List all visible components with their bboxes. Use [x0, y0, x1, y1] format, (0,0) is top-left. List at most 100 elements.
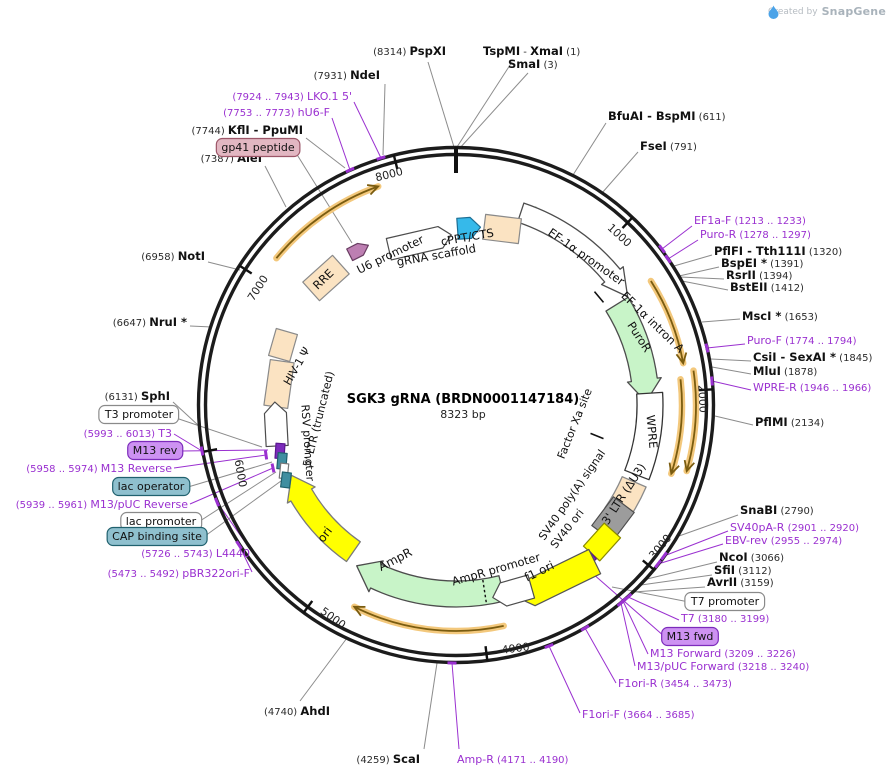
snabi-label[interactable]: SnaBI (2790) [740, 503, 814, 517]
feature-sv40-ori[interactable] [582, 522, 622, 562]
callout-pspxi[interactable]: (8314) PspXI [373, 44, 446, 58]
callout-pflfi-tth111i[interactable]: PflFI - Tth111I (1320) [714, 244, 842, 258]
callout-fsei[interactable]: FseI (791) [640, 139, 697, 153]
m13-forward-label[interactable]: M13 Forward (3209 .. 3226) [650, 647, 796, 660]
csii-sexai-label[interactable]: CsiI - SexAI * (1845) [753, 350, 873, 364]
callout-bspei[interactable]: BspEI * (1391) [721, 256, 804, 270]
boxed-label-t7-promoter[interactable]: T7 promoter [684, 591, 766, 612]
callout-scai[interactable]: (4259) ScaI [356, 752, 420, 766]
t7-label[interactable]: T7 (3180 .. 3199) [680, 612, 769, 625]
t3-label[interactable]: (5993 .. 6013) T3 [84, 427, 172, 440]
callout-ndei[interactable]: (7931) NdeI [314, 68, 380, 82]
callout-sphi[interactable]: (6131) SphI [105, 389, 170, 403]
feature-cap-binding-site-feature[interactable] [280, 471, 292, 489]
feature-cppt-cts[interactable] [482, 213, 522, 245]
bsteii-label[interactable]: BstEII (1412) [730, 280, 804, 294]
callout-f1ori-f[interactable]: F1ori-F (3664 .. 3685) [544, 642, 695, 721]
feature-orf-arc-2[interactable] [647, 277, 688, 367]
feature-orf-arc-5[interactable] [351, 603, 507, 635]
ndei-label[interactable]: (7931) NdeI [314, 68, 380, 82]
noti-label[interactable]: (6958) NotI [141, 249, 205, 263]
pflfi-tth111i-label[interactable]: PflFI - Tth111I (1320) [714, 244, 842, 258]
callout-puro-f[interactable]: Puro-F (1774 .. 1794) [704, 334, 857, 353]
callout-m13-puc-forward[interactable]: M13/pUC Forward (3218 .. 3240) [616, 598, 810, 673]
sv40pa-r-label[interactable]: SV40pA-R (2901 .. 2920) [730, 521, 859, 534]
feature-hiv1-psi[interactable] [267, 327, 299, 363]
callout-ef1a-f[interactable]: EF1a-F (1213 .. 1233) [658, 214, 806, 254]
rsrii-label[interactable]: RsrII (1394) [726, 268, 792, 282]
feature-grna-scaffold[interactable] [456, 216, 482, 240]
callout-tspmi-xmai[interactable]: TspMI - XmaI (1) [483, 44, 580, 58]
callout-amp-r[interactable]: Amp-R (4171 .. 4190) [447, 661, 569, 766]
feature-wpre[interactable] [624, 391, 664, 481]
feature-u6-promoter[interactable] [385, 224, 453, 261]
boxed-label-t3-promoter[interactable]: T3 promoter [98, 404, 180, 425]
callout-bsteii[interactable]: BstEII (1412) [730, 280, 804, 294]
feature-ampr-promoter[interactable] [489, 574, 536, 609]
callout-bfuai-bspmi[interactable]: BfuAI - BspMI (611) [608, 109, 726, 123]
ebv-rev-label[interactable]: EBV-rev (2955 .. 2974) [725, 534, 842, 547]
callout-pflmi[interactable]: PflMI (2134) [755, 415, 824, 429]
callout-avrii[interactable]: AvrII (3159) [707, 575, 774, 589]
boxed-label-lac-operator[interactable]: lac operator [112, 476, 191, 497]
f1ori-f-label[interactable]: F1ori-F (3664 .. 3685) [582, 708, 695, 721]
boxed-label-lac-promoter[interactable]: lac promoter [120, 511, 203, 532]
callout-kfli-ppumi[interactable]: (7744) KflI - PpuMI [191, 123, 303, 137]
callout-lko1-5[interactable]: (7924 .. 7943) LKO.1 5' [232, 90, 386, 161]
callout-sfii[interactable]: SfiI (3112) [714, 563, 772, 577]
feature-orf-arc-3[interactable] [683, 367, 700, 475]
callout-nrui[interactable]: (6647) NruI * [113, 315, 187, 329]
feature-ori[interactable] [286, 474, 361, 563]
scai-label[interactable]: (4259) ScaI [356, 752, 420, 766]
pspxi-label[interactable]: (8314) PspXI [373, 44, 446, 58]
tspmi-xmai-label[interactable]: TspMI - XmaI (1) [483, 44, 580, 58]
callout-ebv-rev[interactable]: EBV-rev (2955 .. 2974) [654, 534, 842, 569]
m13-puc-forward-label[interactable]: M13/pUC Forward (3218 .. 3240) [637, 660, 809, 673]
lko1-5-label[interactable]: (7924 .. 7943) LKO.1 5' [232, 90, 352, 103]
callout-l4440[interactable]: (5726 .. 5743) L4440 [141, 497, 250, 560]
msci-label[interactable]: MscI * (1653) [742, 309, 818, 323]
kfli-ppumi-label[interactable]: (7744) KflI - PpuMI [191, 123, 303, 137]
amp-r-label[interactable]: Amp-R (4171 .. 4190) [457, 753, 569, 766]
sfii-label[interactable]: SfiI (3112) [714, 563, 772, 577]
callout-m13-reverse[interactable]: (5958 .. 5974) M13 Reverse [26, 450, 269, 475]
callout-m13-puc-reverse[interactable]: (5939 .. 5961) M13/pUC Reverse [16, 463, 276, 511]
boxed-label-gp41-peptide-label[interactable]: gp41 peptide [215, 137, 301, 158]
callout-hu6-f[interactable]: (7753 .. 7773) hU6-F [223, 106, 355, 174]
feature-gp41-peptide[interactable] [346, 239, 372, 262]
nrui-label[interactable]: (6647) NruI * [113, 315, 187, 329]
callout-noti[interactable]: (6958) NotI [141, 249, 205, 263]
callout-f1ori-r[interactable]: F1ori-R (3454 .. 3473) [580, 624, 732, 690]
callout-mlui[interactable]: MluI (1878) [753, 364, 817, 378]
callout-ncoi[interactable]: NcoI (3066) [719, 550, 784, 564]
f1ori-r-label[interactable]: F1ori-R (3454 .. 3473) [618, 677, 732, 690]
feature-orf-arc-4[interactable] [668, 376, 686, 477]
boxed-label-cap-binding-site[interactable]: CAP binding site [106, 526, 208, 547]
boxed-label-m13-fwd[interactable]: M13 fwd [661, 626, 719, 647]
pbr322ori-f-label[interactable]: (5473 .. 5492) pBR322ori-F [108, 567, 250, 580]
hu6-f-label[interactable]: (7753 .. 7773) hU6-F [223, 106, 330, 119]
mlui-label[interactable]: MluI (1878) [753, 364, 817, 378]
callout-wpre-r[interactable]: WPRE-R (1946 .. 1966) [710, 376, 872, 394]
wpre-r-label[interactable]: WPRE-R (1946 .. 1966) [753, 381, 871, 394]
callout-puro-r[interactable]: Puro-R (1278 .. 1297) [664, 228, 811, 264]
callout-msci[interactable]: MscI * (1653) [742, 309, 818, 323]
callout-rsrii[interactable]: RsrII (1394) [726, 268, 792, 282]
feature-ampr[interactable] [356, 560, 506, 608]
boxed-label-m13-rev[interactable]: M13 rev [127, 440, 184, 461]
feature-rre[interactable] [302, 254, 350, 302]
smai-label[interactable]: SmaI (3) [508, 57, 558, 71]
sphi-label[interactable]: (6131) SphI [105, 389, 170, 403]
ncoi-label[interactable]: NcoI (3066) [719, 550, 784, 564]
feature-orf-arc-1[interactable] [273, 183, 382, 262]
callout-csii-sexai[interactable]: CsiI - SexAI * (1845) [753, 350, 873, 364]
callout-sv40pa-r[interactable]: SV40pA-R (2901 .. 2920) [660, 521, 859, 561]
pflmi-label[interactable]: PflMI (2134) [755, 415, 824, 429]
l4440-label[interactable]: (5726 .. 5743) L4440 [141, 547, 250, 560]
avrii-label[interactable]: AvrII (3159) [707, 575, 774, 589]
ahdi-label[interactable]: (4740) AhdI [264, 704, 330, 718]
bfuai-bspmi-label[interactable]: BfuAI - BspMI (611) [608, 109, 726, 123]
callout-t3[interactable]: (5993 .. 6013) T3 [84, 427, 205, 456]
callout-ahdi[interactable]: (4740) AhdI [264, 704, 330, 718]
m13-puc-reverse-label[interactable]: (5939 .. 5961) M13/pUC Reverse [16, 498, 188, 511]
